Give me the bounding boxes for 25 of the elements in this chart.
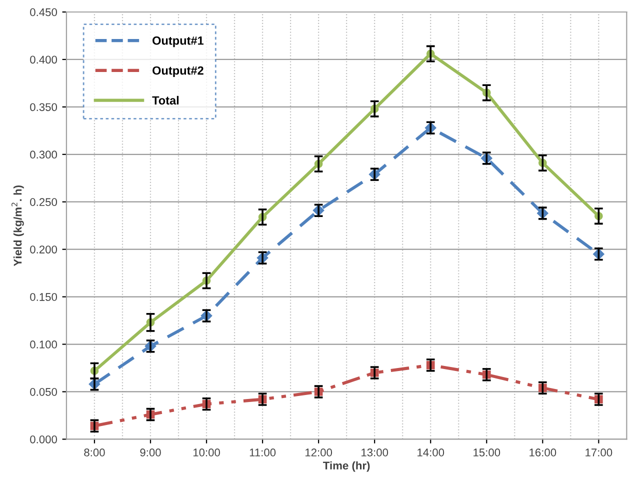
y-axis-title: Yield (kg/m$^{2}$. h) [12,186,24,266]
x-tick-label: 8:00 [84,448,105,456]
y-tick-label: 0.350 [30,103,58,112]
y-tick-label: 0.300 [30,150,58,159]
y-tick-label: 0.000 [30,435,58,444]
y-tick-label: 0.400 [30,56,58,64]
y-tick-label: 0.100 [30,340,58,348]
y-tick-label: 0.250 [30,198,58,206]
legend-label: Output#2 [152,66,204,78]
x-axis-title: Time (hr) [323,461,370,472]
legend-label: Output#1 [152,36,204,48]
x-tick-label: 11:00 [250,448,276,456]
y-tick-label: 0.050 [30,388,58,396]
legend-label: Total [152,96,179,105]
y-tick-label: 0.150 [30,293,58,301]
x-tick-label: 9:00 [140,448,161,456]
x-tick-label: 16:00 [530,448,556,456]
x-tick-label: 13:00 [362,448,388,456]
y-tick-label: 0.450 [30,8,58,16]
y-tick-label: 0.200 [30,246,58,254]
x-tick-label: 12:00 [306,448,332,456]
x-tick-label: 15:00 [474,448,500,456]
x-tick-label: 14:00 [418,448,444,456]
x-tick-label: 10:00 [193,448,220,456]
x-tick-label: 17:00 [586,448,612,456]
